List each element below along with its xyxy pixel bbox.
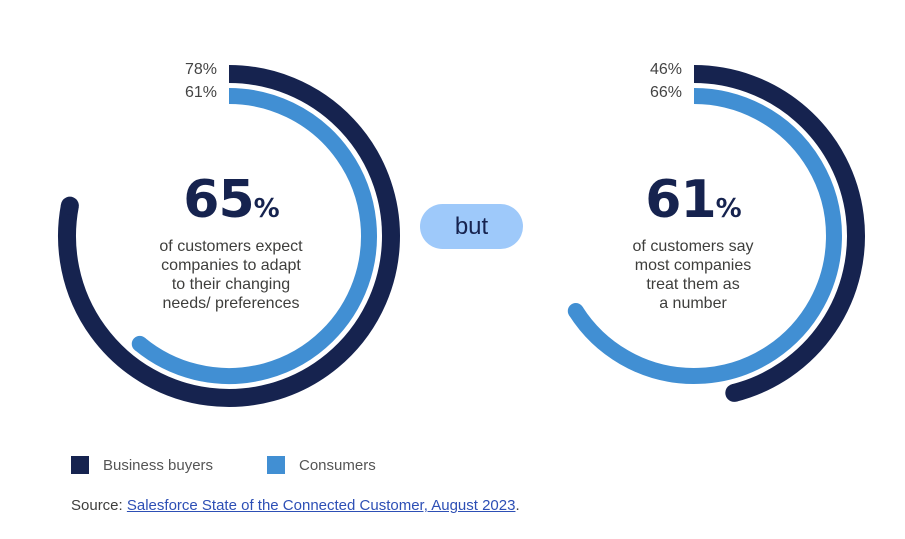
right-desc-line: treat them as xyxy=(646,276,740,293)
left-desc-line: to their changing xyxy=(171,276,291,293)
left-desc-line: companies to adapt xyxy=(161,257,301,274)
left-arc-business-buyers xyxy=(58,65,400,407)
right-arc-business-buyers xyxy=(693,65,865,402)
but-pill: but xyxy=(420,204,523,249)
legend-swatch-consumers xyxy=(267,456,285,474)
left-business-value: 78% xyxy=(184,61,217,78)
right-headline-value: 61 xyxy=(645,170,716,230)
arc-end-cap xyxy=(60,196,79,215)
legend-swatch-business xyxy=(71,456,89,474)
legend-business-buyers: Business buyers xyxy=(71,456,213,474)
arc-end-cap xyxy=(725,383,744,402)
legend-consumers: Consumers xyxy=(267,456,376,474)
right-headline-unit: % xyxy=(715,194,742,224)
left-desc-line: needs/ preferences xyxy=(162,295,300,312)
source-suffix: . xyxy=(515,497,520,514)
left-desc-line: of customers expect xyxy=(159,238,303,255)
right-desc-line: a number xyxy=(659,295,727,312)
arc-end-cap xyxy=(567,303,584,320)
right-consumer-value: 66% xyxy=(649,84,682,101)
left-headline-value: 65 xyxy=(183,170,254,230)
right-business-value: 46% xyxy=(649,61,682,78)
right-headline: 61% of customers say most companies trea… xyxy=(593,172,793,313)
source-link[interactable]: Salesforce State of the Connected Custom… xyxy=(126,497,516,514)
arc-end-cap xyxy=(131,335,148,352)
right-desc-line: most companies xyxy=(634,257,752,274)
right-desc-line: of customers say xyxy=(632,238,754,255)
left-headline-unit: % xyxy=(253,194,280,224)
source-note: Source: Salesforce State of the Connecte… xyxy=(71,497,520,514)
legend-label: Consumers xyxy=(299,456,376,474)
legend-label: Business buyers xyxy=(103,456,214,474)
right-arc-consumers xyxy=(569,88,842,384)
left-arc-consumers xyxy=(134,88,377,384)
source-prefix: Source: xyxy=(71,497,127,514)
left-consumer-value: 61% xyxy=(184,84,217,101)
left-headline: 65% of customers expect companies to ada… xyxy=(131,172,331,313)
